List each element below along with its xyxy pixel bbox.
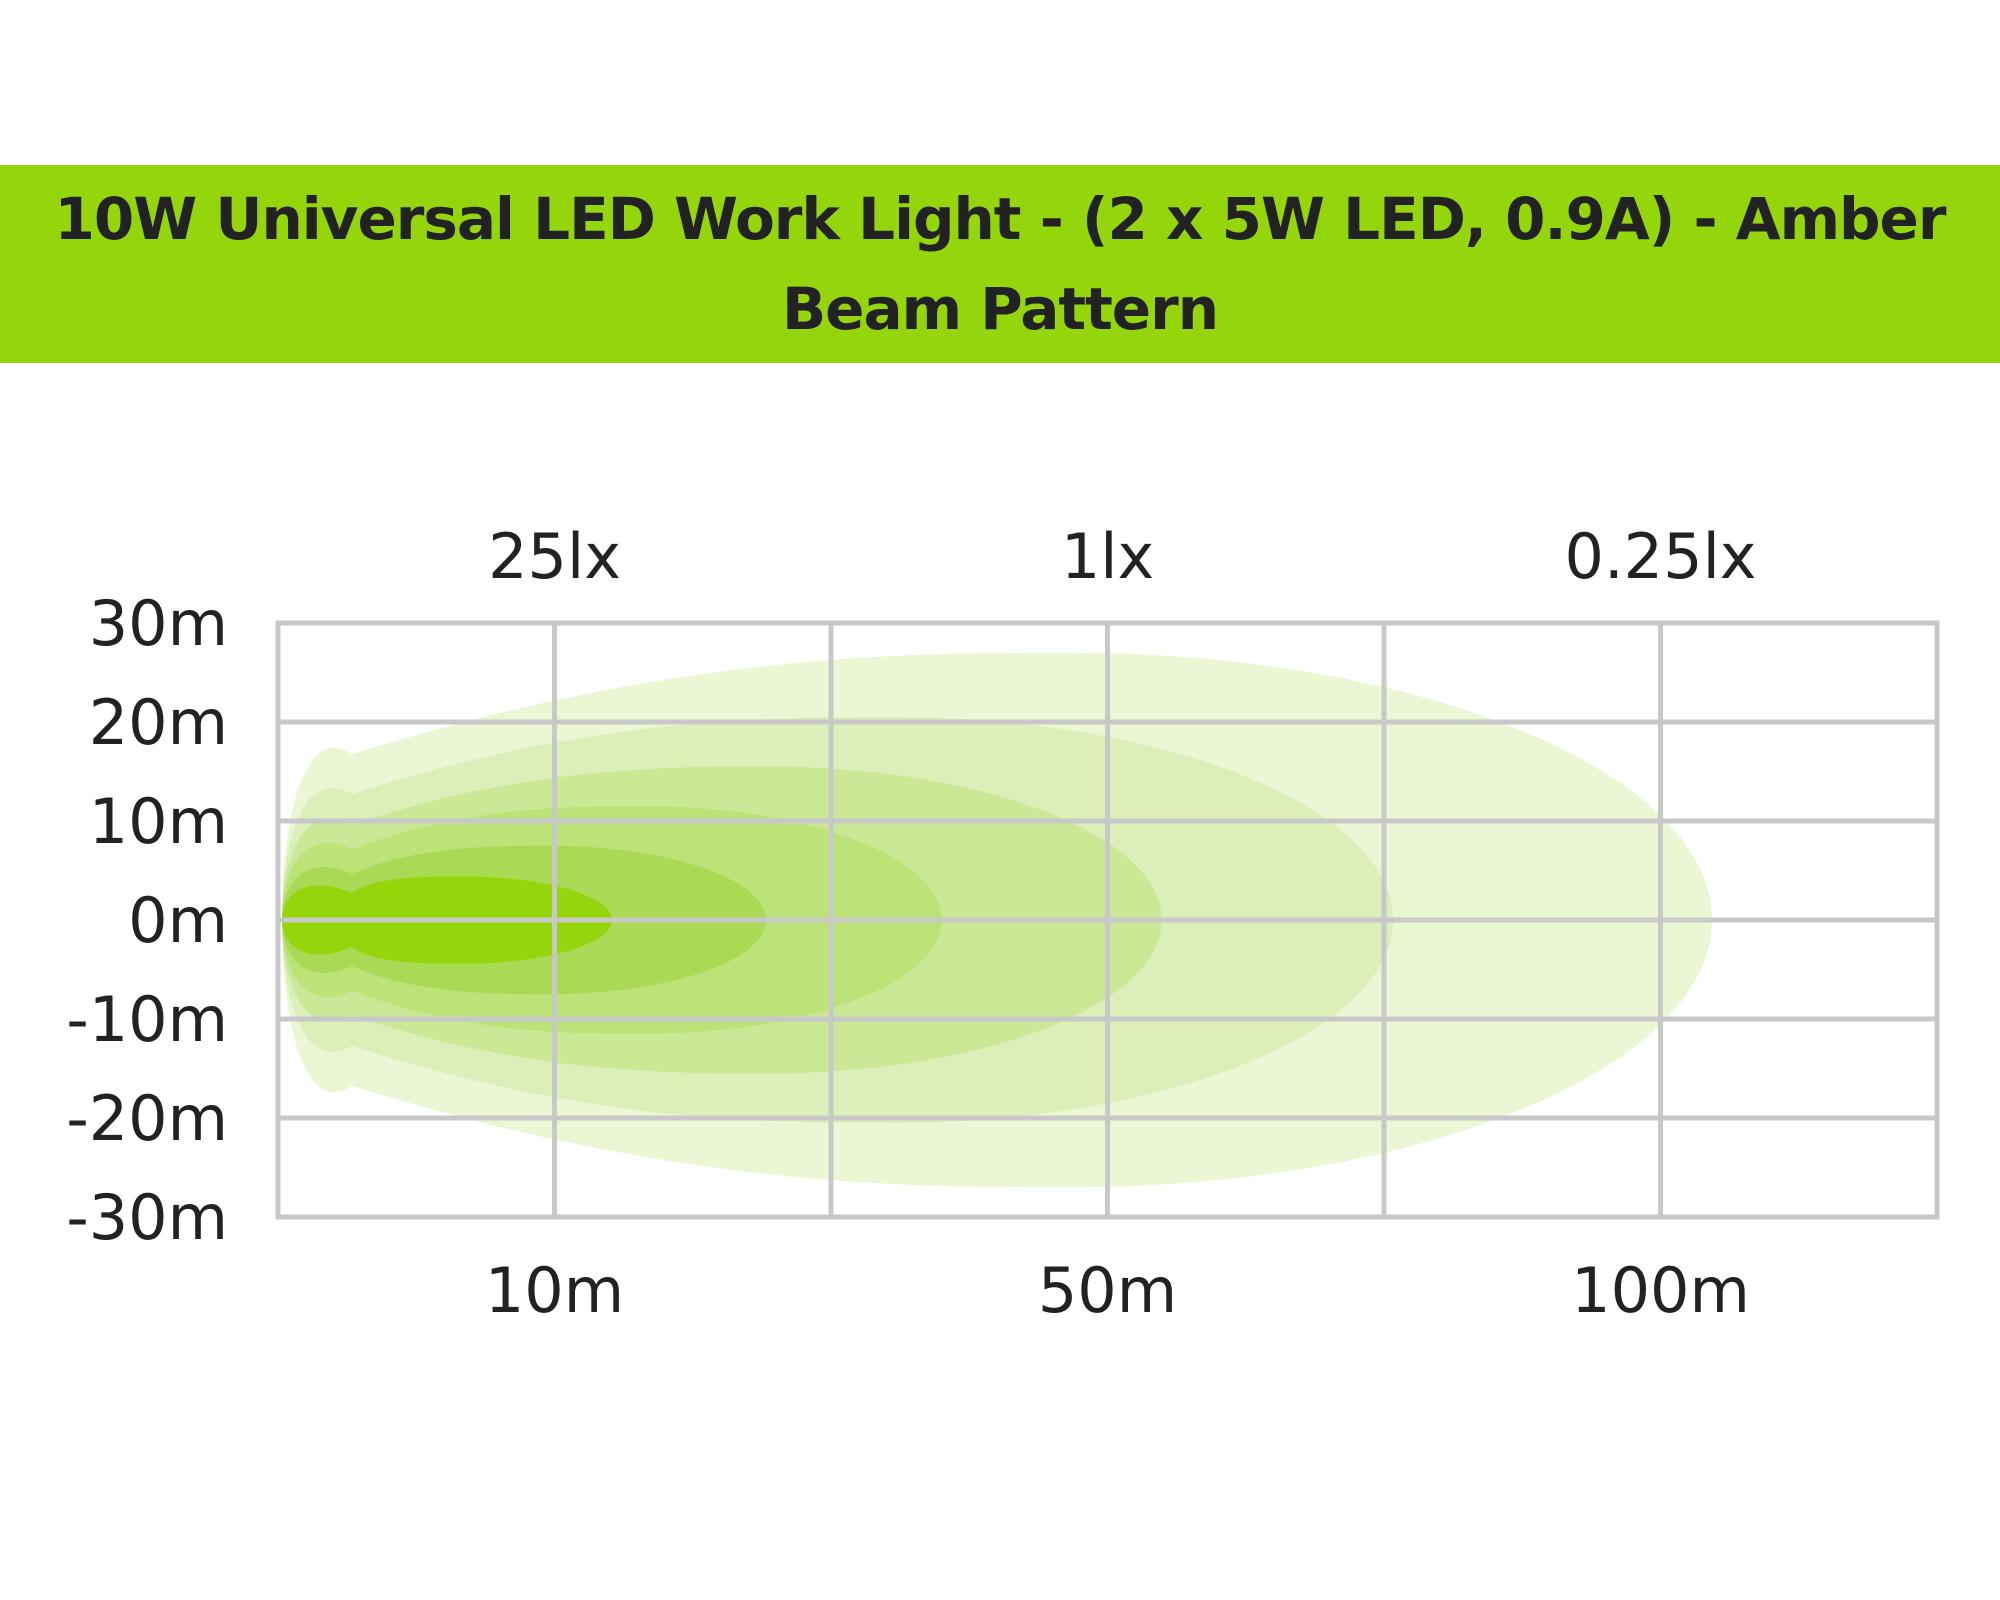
y-tick-label: -20m [66,1082,228,1155]
title-banner: 10W Universal LED Work Light - (2 x 5W L… [0,165,2000,363]
y-tick-label: 0m [128,884,228,957]
y-tick-label: 30m [89,587,228,660]
y-tick-label: 20m [89,686,228,759]
y-tick-label: 10m [89,785,228,858]
y-tick-label: -30m [66,1181,228,1254]
tick-labels: 30m 20m 10m 0m -10m -20m -30m 10m 50m 100m 25lx 1lx… [66,520,1756,1327]
chart-grid [275,620,1940,1220]
x-tick-label-bottom: 50m [1038,1254,1177,1327]
x-tick-label-top: 1lx [1061,520,1154,593]
x-tick-label-bottom: 10m [485,1254,624,1327]
chart-title-line-2: Beam Pattern [781,275,1219,343]
y-tick-label: -10m [66,983,228,1056]
chart-title-line-1: 10W Universal LED Work Light - (2 x 5W L… [54,185,1946,253]
x-tick-label-top: 0.25lx [1565,520,1757,593]
x-tick-label-bottom: 100m [1571,1254,1750,1327]
x-tick-label-top: 25lx [488,520,621,593]
